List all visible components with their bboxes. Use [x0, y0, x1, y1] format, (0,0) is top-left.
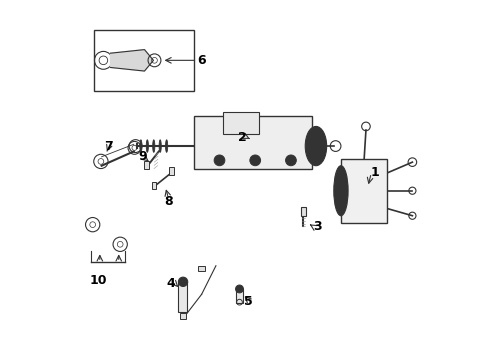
Circle shape	[285, 155, 296, 166]
Ellipse shape	[146, 140, 148, 152]
Polygon shape	[110, 50, 153, 71]
Ellipse shape	[305, 126, 326, 166]
Ellipse shape	[165, 140, 167, 152]
Text: 3: 3	[313, 220, 322, 233]
Text: 1: 1	[370, 166, 379, 179]
Bar	[300, 207, 305, 216]
Text: 10: 10	[90, 274, 107, 287]
Text: 9: 9	[138, 150, 147, 163]
Bar	[223, 112, 258, 134]
Bar	[340, 158, 386, 223]
Circle shape	[178, 277, 187, 287]
Ellipse shape	[159, 140, 161, 152]
Bar	[194, 116, 312, 169]
Bar	[235, 289, 243, 303]
Circle shape	[214, 155, 224, 166]
Circle shape	[249, 155, 260, 166]
Text: 7: 7	[103, 140, 112, 153]
Text: 6: 6	[197, 54, 205, 67]
Ellipse shape	[333, 166, 347, 216]
Bar	[180, 313, 185, 319]
Text: 5: 5	[243, 295, 252, 308]
Ellipse shape	[152, 140, 155, 152]
Bar	[198, 266, 205, 271]
Ellipse shape	[140, 140, 142, 152]
Text: 4: 4	[166, 277, 175, 290]
Bar	[143, 161, 148, 169]
Bar	[94, 30, 194, 91]
Bar	[151, 182, 156, 189]
Circle shape	[235, 285, 243, 293]
Text: 8: 8	[164, 195, 172, 208]
Bar	[178, 282, 187, 312]
Bar	[169, 167, 173, 175]
Text: 2: 2	[238, 131, 246, 144]
